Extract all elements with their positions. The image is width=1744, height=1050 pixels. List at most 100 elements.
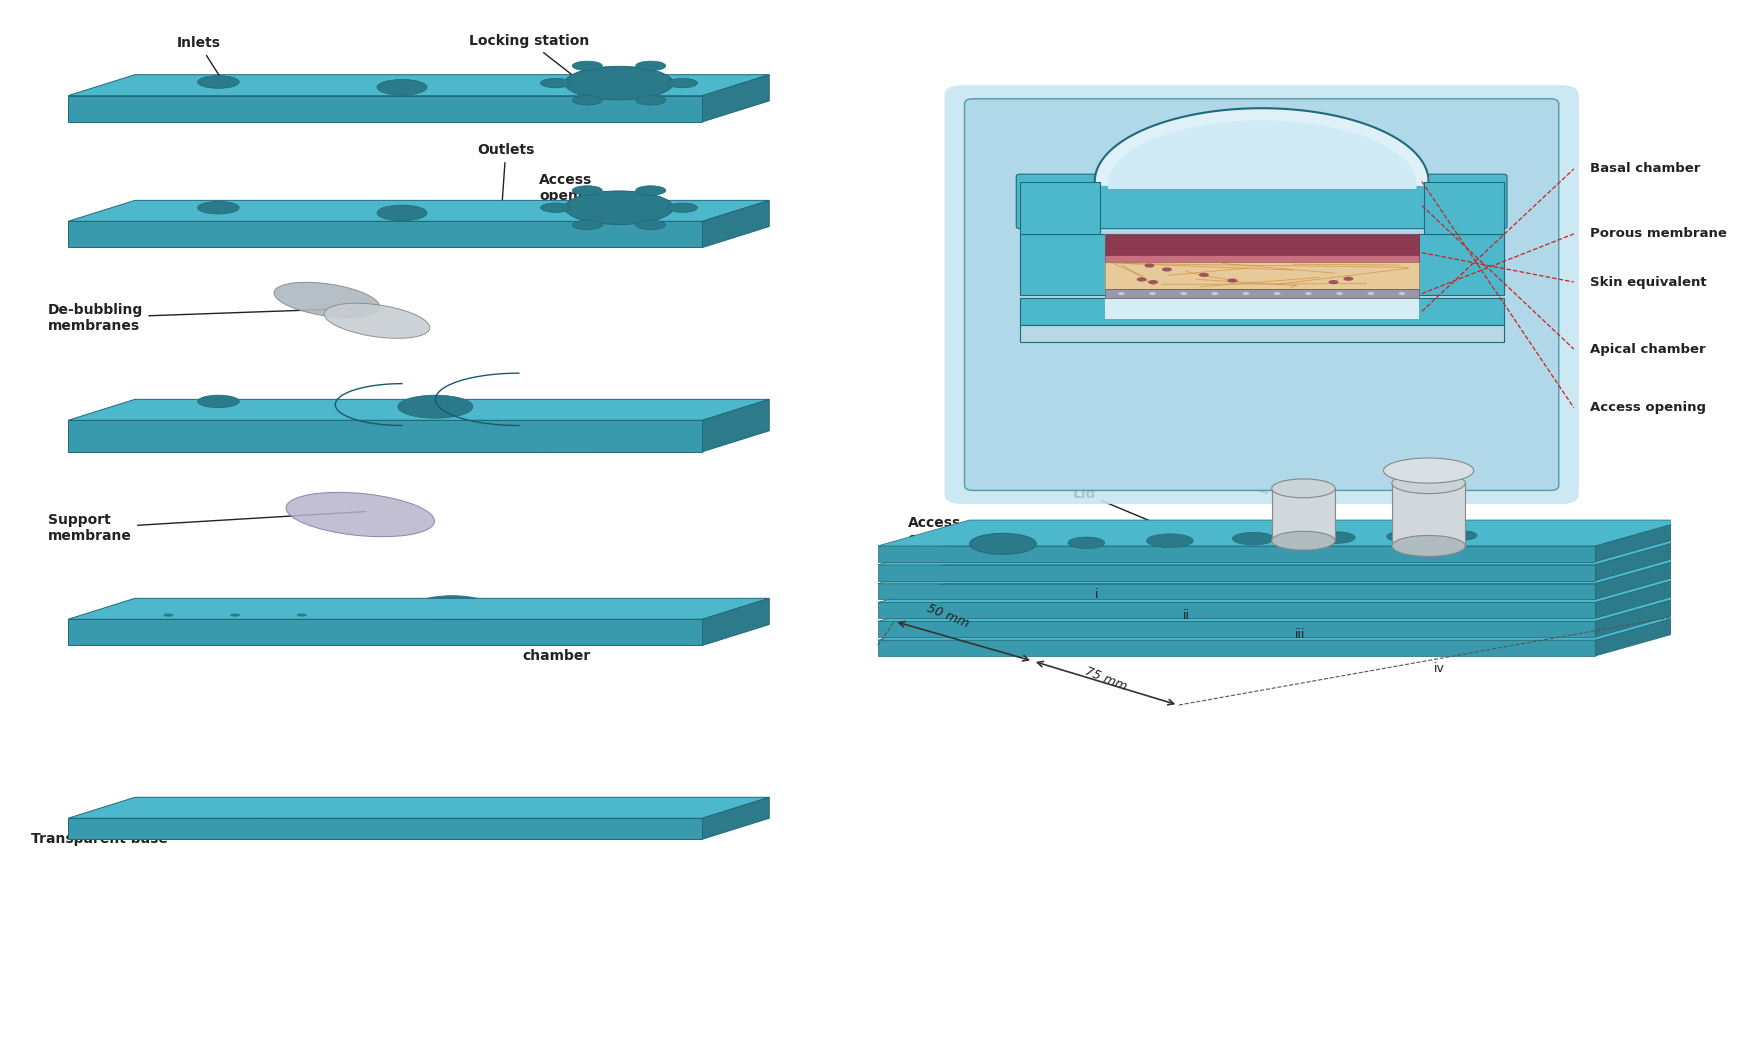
Text: iii: iii [1296,628,1306,642]
Text: Access
opening: Access opening [909,517,1001,546]
Ellipse shape [1392,472,1465,493]
Text: Inset's
cap: Inset's cap [1435,445,1547,478]
Polygon shape [68,222,703,248]
Polygon shape [1020,182,1100,234]
Polygon shape [877,584,1596,600]
Ellipse shape [637,220,666,230]
Polygon shape [1596,595,1686,637]
Ellipse shape [1392,536,1465,556]
Ellipse shape [197,202,239,214]
Ellipse shape [1212,292,1219,295]
Polygon shape [877,565,1596,581]
Polygon shape [68,201,769,222]
Text: Inset: Inset [1111,453,1268,492]
Ellipse shape [1067,537,1104,548]
Text: Access opening: Access opening [1591,401,1706,414]
Ellipse shape [1233,532,1275,545]
Ellipse shape [1137,277,1148,281]
Text: Basal chamber: Basal chamber [1591,163,1700,175]
Polygon shape [877,539,1686,565]
Ellipse shape [565,191,673,225]
Text: Apical chamber: Apical chamber [1591,342,1706,356]
Ellipse shape [637,186,666,195]
Ellipse shape [1181,292,1188,295]
FancyBboxPatch shape [945,85,1578,504]
Polygon shape [1392,483,1465,546]
Polygon shape [1020,298,1503,326]
Polygon shape [1020,326,1503,341]
Polygon shape [877,546,1596,562]
Text: De-bubbling
membranes: De-bubbling membranes [49,302,358,333]
Polygon shape [877,603,1596,618]
Ellipse shape [572,220,602,230]
Ellipse shape [197,76,239,88]
Ellipse shape [1367,292,1374,295]
Text: Apical
microfluidic
chamber: Apical microfluidic chamber [471,402,624,456]
Text: Access
opening: Access opening [539,172,642,205]
Polygon shape [703,201,769,248]
Polygon shape [877,558,1686,584]
Text: iv: iv [1434,662,1444,674]
Polygon shape [1104,234,1418,297]
Ellipse shape [572,96,602,105]
Ellipse shape [1386,531,1420,542]
Ellipse shape [230,613,241,616]
Polygon shape [68,399,769,420]
Polygon shape [877,576,1686,603]
Ellipse shape [1146,533,1193,547]
Text: 75 mm: 75 mm [1083,665,1128,693]
Ellipse shape [668,203,698,212]
Polygon shape [1020,234,1503,295]
Ellipse shape [970,533,1036,554]
Ellipse shape [668,79,698,88]
Ellipse shape [637,61,666,70]
Polygon shape [703,75,769,122]
Ellipse shape [637,96,666,105]
Text: Locking station: Locking station [469,35,589,78]
Polygon shape [877,520,1686,546]
Text: 50 mm: 50 mm [924,602,970,631]
Ellipse shape [1271,479,1336,498]
Ellipse shape [274,282,380,317]
Text: Support
membrane: Support membrane [49,511,366,543]
Polygon shape [68,420,703,451]
Text: Porous membrane: Porous membrane [1591,228,1727,240]
Ellipse shape [398,395,473,418]
Text: Lid: Lid [1073,486,1167,528]
Ellipse shape [1343,276,1353,280]
Ellipse shape [1148,280,1158,285]
Text: Basal
microfluidic
chamber: Basal microfluidic chamber [396,607,614,664]
Ellipse shape [1318,531,1355,543]
Ellipse shape [1329,280,1338,285]
Polygon shape [877,614,1686,640]
Polygon shape [877,640,1596,656]
Polygon shape [703,399,769,452]
Ellipse shape [197,600,239,612]
Ellipse shape [377,80,427,96]
Polygon shape [68,818,703,839]
Polygon shape [1104,298,1418,319]
Ellipse shape [296,613,307,616]
Ellipse shape [410,595,494,622]
Polygon shape [68,96,703,122]
Polygon shape [1423,182,1503,234]
Ellipse shape [377,205,427,220]
Ellipse shape [1228,278,1236,282]
Ellipse shape [202,805,235,815]
Text: ii: ii [1182,609,1189,623]
Ellipse shape [1243,292,1249,295]
Polygon shape [1104,234,1418,255]
Ellipse shape [1149,292,1156,295]
Ellipse shape [572,61,602,70]
Polygon shape [68,620,703,646]
Polygon shape [1104,255,1418,262]
Polygon shape [703,797,769,839]
Polygon shape [68,797,769,818]
Text: Transparent base: Transparent base [31,813,307,846]
Ellipse shape [1336,292,1343,295]
Ellipse shape [572,186,602,195]
Polygon shape [1104,262,1418,290]
Polygon shape [703,598,769,646]
Polygon shape [68,598,769,620]
Ellipse shape [197,395,239,407]
